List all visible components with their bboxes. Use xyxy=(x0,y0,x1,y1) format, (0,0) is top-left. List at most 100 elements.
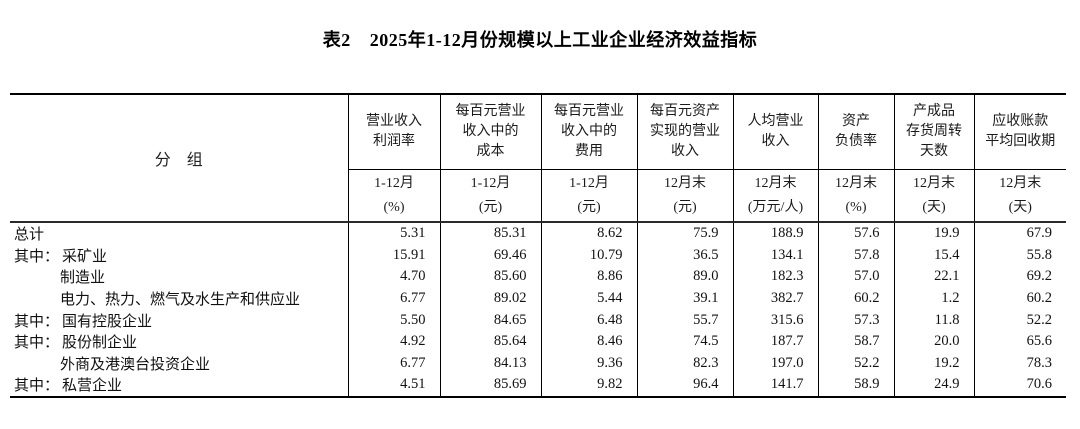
page-title: 表2 2025年1-12月份规模以上工业企业经济效益指标 xyxy=(0,26,1080,52)
title-text: 2025年1-12月份规模以上工业企业经济效益指标 xyxy=(369,30,758,50)
cell-value: 57.6 xyxy=(818,222,895,245)
cell-value: 22.1 xyxy=(894,266,975,288)
unit-label: (元) xyxy=(673,199,697,215)
cell-value: 57.8 xyxy=(818,244,895,267)
cell-value: 36.5 xyxy=(637,244,734,267)
row-label: 电力、热力、燃气及水生产和供应业 xyxy=(10,287,349,310)
period-label: 12月末 xyxy=(664,175,706,191)
column-header-1: 每百元营业 收入中的 成本 xyxy=(440,94,542,170)
table-number: 表2 xyxy=(322,30,351,50)
cell-value: 70.6 xyxy=(1026,376,1052,393)
table-body: 总计 5.31 85.31 8.62 75.9 188.9 57.6 19.9 67.9 其中：采… xyxy=(10,222,1066,397)
cell-value: 69.46 xyxy=(440,244,542,267)
cell-value: 74.5 xyxy=(637,330,734,353)
cell-value: 11.8 xyxy=(894,309,975,331)
row-label: 制造业 xyxy=(10,266,349,288)
cell-value: 197.0 xyxy=(733,352,819,375)
cell-value: 6.77 xyxy=(348,287,441,310)
period-label: 12月末 xyxy=(835,175,877,191)
row-prefix: 其中： xyxy=(14,248,60,265)
row-prefix: 其中： xyxy=(14,335,60,352)
cell-value: 19.2 xyxy=(894,352,975,375)
column-period-unit-6: 12月末 (天) xyxy=(894,169,975,223)
period-label: 1-12月 xyxy=(470,175,511,191)
row-name: 股份制企业 xyxy=(62,335,138,352)
column-period-unit-2: 1-12月 (元) xyxy=(541,169,638,223)
column-header-4: 人均营业 收入 xyxy=(733,94,819,170)
period-label: 1-12月 xyxy=(569,175,609,191)
row-prefix: 其中： xyxy=(14,313,60,330)
group-header: 分 组 xyxy=(10,94,349,223)
column-header-5: 资产 负债率 xyxy=(818,94,895,170)
column-period-unit-1: 1-12月 (元) xyxy=(440,169,542,223)
row-name: 外商及港澳台投资企业 xyxy=(60,356,211,373)
row-name: 私营企业 xyxy=(62,378,123,395)
unit-label: (天) xyxy=(1008,199,1032,215)
table-row: 电力、热力、燃气及水生产和供应业 6.77 89.02 5.44 39.1 382.7 60… xyxy=(10,287,1066,310)
column-header-0: 营业收入 利润率 xyxy=(348,94,441,170)
cell-value: 60.2 xyxy=(1026,290,1052,307)
unit-label: (%) xyxy=(845,199,867,215)
cell-value: 141.7 xyxy=(733,374,819,397)
unit-label: (%) xyxy=(383,199,405,215)
row-label: 其中： 采矿业 xyxy=(10,244,349,267)
cell-value: 89.02 xyxy=(440,287,542,310)
column-period-unit-7: 12月末 (天) xyxy=(974,169,1066,223)
indicators-table: 分 组 营业收入 利润率 每百元营业 收入中的 成本 每百元营业 收入中的 费用 每百… xyxy=(10,93,1066,398)
row-name: 总计 xyxy=(14,227,45,244)
cell-value: 39.1 xyxy=(637,287,734,310)
cell-value: 6.77 xyxy=(348,352,441,375)
cell-value: 5.44 xyxy=(541,287,638,310)
row-label: 其中： 股份制企业 xyxy=(10,330,349,353)
cell-value: 5.50 xyxy=(348,309,441,331)
cell-value: 15.4 xyxy=(894,244,975,267)
cell-value: 8.62 xyxy=(541,222,638,245)
column-header-2: 每百元营业 收入中的 费用 xyxy=(541,94,638,170)
table-row: 其中： 采矿业 15.91 69.46 10.79 36.5 134.1 57.8 15.4 55… xyxy=(10,244,1066,267)
cell-value: 19.9 xyxy=(894,222,975,245)
column-period-unit-4: 12月末 (万元/人) xyxy=(733,169,819,223)
table-header: 分 组 营业收入 利润率 每百元营业 收入中的 成本 每百元营业 收入中的 费用 每百… xyxy=(10,94,1066,223)
cell-value: 85.60 xyxy=(440,266,542,288)
cell-value: 182.3 xyxy=(733,266,819,288)
row-label: 外商及港澳台投资企业 xyxy=(10,352,349,375)
period-label: 1-12月 xyxy=(374,175,414,191)
unit-label: (天) xyxy=(922,199,946,215)
column-period-unit-0: 1-12月 (%) xyxy=(348,169,441,223)
cell-value: 55.8 xyxy=(1026,246,1052,263)
period-label: 12月末 xyxy=(913,175,955,191)
column-period-unit-5: 12月末 (%) xyxy=(818,169,895,223)
cell-value: 15.91 xyxy=(348,244,441,267)
cell-value: 9.36 xyxy=(541,352,638,375)
cell-value: 382.7 xyxy=(733,287,819,310)
cell-value: 84.13 xyxy=(440,352,542,375)
unit-label: (万元/人) xyxy=(747,199,804,215)
row-name: 采矿业 xyxy=(62,248,108,265)
cell-value: 4.51 xyxy=(348,374,441,397)
cell-value: 58.7 xyxy=(818,330,895,353)
row-prefix: 其中： xyxy=(14,378,60,395)
cell-value: 82.3 xyxy=(637,352,734,375)
table-row: 其中： 私营企业 4.51 85.69 9.82 96.4 141.7 58.9 24.9 70.… xyxy=(10,374,1066,397)
row-name: 电力、热力、燃气及水生产和供应业 xyxy=(60,292,301,309)
cell-value: 96.4 xyxy=(637,374,734,397)
table-row: 外商及港澳台投资企业 6.77 84.13 9.36 82.3 197.0 52.2 19.2… xyxy=(10,352,1066,375)
column-header-6: 产成品 存货周转 天数 xyxy=(894,94,975,170)
cell-value: 57.3 xyxy=(818,309,895,331)
period-label: 12月末 xyxy=(754,175,797,191)
column-header-3: 每百元资产 实现的营业 收入 xyxy=(637,94,734,170)
cell-value: 134.1 xyxy=(733,244,819,267)
cell-value: 4.92 xyxy=(348,330,441,353)
cell-value: 84.65 xyxy=(440,309,542,331)
row-name: 制造业 xyxy=(60,270,106,287)
cell-value: 315.6 xyxy=(733,309,819,331)
cell-value: 57.0 xyxy=(818,266,895,288)
cell-value: 1.2 xyxy=(894,287,975,310)
table-row: 其中： 国有控股企业 5.50 84.65 6.48 55.7 315.6 57.3 11.8 5… xyxy=(10,309,1066,331)
unit-label: (元) xyxy=(478,199,503,215)
cell-value: 10.79 xyxy=(541,244,638,267)
cell-value: 6.48 xyxy=(541,309,638,331)
cell-value: 69.2 xyxy=(1026,268,1052,285)
cell-value: 8.46 xyxy=(541,330,638,353)
cell-value: 58.9 xyxy=(818,374,895,397)
